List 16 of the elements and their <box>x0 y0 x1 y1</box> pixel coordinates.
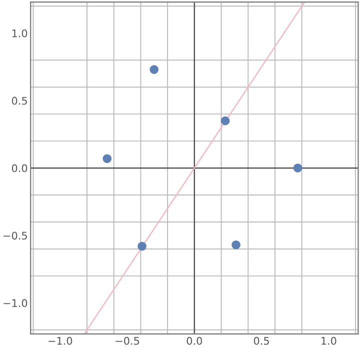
x-tick-label: 0.0 <box>186 336 202 345</box>
point <box>293 164 302 172</box>
x-tick-label: −0.5 <box>116 336 140 345</box>
point <box>220 116 230 126</box>
y-tick-label: −1.0 <box>4 299 28 308</box>
y-tick-label: 1.0 <box>12 29 28 38</box>
x-tick-label: −1.0 <box>48 336 72 345</box>
x-tick-label: 0.5 <box>254 336 269 345</box>
point <box>232 240 240 250</box>
point <box>102 154 112 163</box>
point <box>150 65 159 74</box>
x-tick-label: 1.0 <box>322 336 336 345</box>
y-tick-label: 0.5 <box>12 96 27 105</box>
y-tick-label: −0.5 <box>4 232 27 240</box>
point <box>138 242 146 251</box>
y-tick-label: 0.0 <box>12 164 28 172</box>
